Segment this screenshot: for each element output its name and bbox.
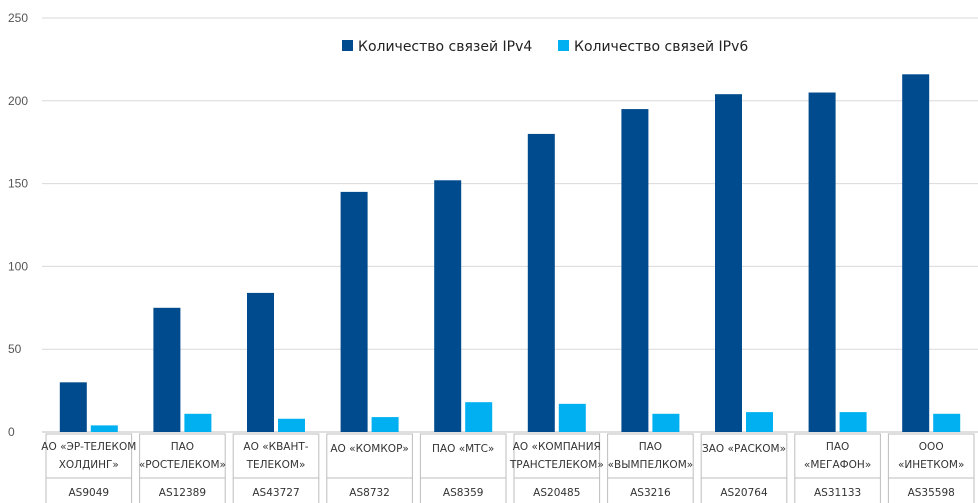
- category-label: ТЕЛЕКОМ»: [246, 459, 306, 471]
- bar-ipv4: [808, 92, 836, 433]
- category-label: «ВЫМПЕЛКОМ»: [608, 459, 694, 471]
- category-label: АО «КВАНТ-: [243, 441, 308, 453]
- category-label-box: [419, 433, 507, 479]
- bar-ipv6: [933, 413, 961, 432]
- category-label-box: [232, 433, 320, 479]
- category-label-box: [794, 433, 881, 479]
- x-axis: АО «ЭР-ТЕЛЕКОМ ХОЛДИНГ» AS9049 ПАО «РОСТЕЛЕК…: [41, 433, 975, 503]
- category-as-label: AS43727: [252, 487, 299, 499]
- category-label: «ИНЕТКОМ»: [898, 459, 964, 471]
- y-tick-label: 100: [8, 259, 28, 273]
- category-label: ХОЛДИНГ»: [59, 459, 119, 471]
- category-label: «МЕГАФОН»: [804, 459, 871, 471]
- category-label-box: [887, 433, 975, 479]
- y-tick-label: 0: [8, 425, 15, 439]
- y-tick-label: 150: [8, 177, 28, 191]
- bar-ipv6: [465, 402, 493, 432]
- y-tick-label: 50: [8, 342, 22, 356]
- legend-label: Количество связей IPv4: [358, 39, 532, 55]
- category-as-label: AS3216: [630, 487, 671, 499]
- bar-ipv6: [278, 418, 305, 432]
- legend-swatch: [558, 40, 569, 51]
- category-label-box: [326, 433, 413, 479]
- bars: [59, 74, 961, 433]
- bar-ipv6: [184, 413, 212, 432]
- bar-ipv4: [621, 109, 649, 432]
- category-label: «РОСТЕЛЕКОМ»: [139, 459, 226, 471]
- category-as-label: AS20485: [533, 487, 580, 499]
- category-label: ПАО: [639, 441, 662, 453]
- category-label: АО «КОМКОР»: [330, 443, 408, 455]
- bar-ipv6: [90, 425, 118, 432]
- bar-ipv4: [59, 382, 87, 432]
- bar-ipv6: [558, 403, 586, 432]
- y-tick-label: 200: [8, 94, 28, 108]
- category-as-label: AS35598: [908, 487, 955, 499]
- category-label: ТРАНСТЕЛЕКОМ»: [509, 459, 604, 471]
- category-label: ПАО «МТС»: [432, 443, 494, 455]
- category-label: ПАО: [826, 441, 849, 453]
- category-as-label: AS8359: [443, 487, 484, 499]
- category-label: АО «ЭР-ТЕЛЕКОМ: [41, 441, 136, 453]
- legend-swatch: [342, 40, 353, 51]
- y-tick-label: 250: [8, 11, 28, 25]
- bar-ipv4: [153, 307, 181, 432]
- bar-ipv4: [715, 94, 742, 433]
- category-label-box: [513, 433, 601, 479]
- bar-ipv4: [340, 191, 368, 432]
- category-label-box: [139, 433, 226, 479]
- category-as-label: AS20764: [720, 487, 768, 499]
- category-as-label: AS31133: [814, 487, 861, 499]
- y-axis: 0 50 100 150 200 250: [8, 11, 28, 439]
- category-label: ООО: [919, 441, 944, 453]
- bar-ipv4: [527, 133, 555, 433]
- category-label: ПАО: [171, 441, 194, 453]
- bar-ipv4: [902, 74, 930, 432]
- bar-ipv6: [371, 417, 399, 432]
- bar-ipv6: [839, 412, 867, 432]
- category-as-label: AS9049: [69, 487, 110, 499]
- category-label-box: [700, 433, 788, 479]
- bar-ipv6: [652, 413, 680, 432]
- category-label-box: [607, 433, 694, 479]
- category-label: ЗАО «РАСКОМ»: [702, 443, 786, 455]
- legend: Количество связей IPv4 Количество связей …: [342, 39, 748, 55]
- category-as-label: AS12389: [159, 487, 206, 499]
- grid-lines: [42, 17, 978, 433]
- category-label-box: [45, 433, 133, 479]
- bar-ipv4: [434, 180, 462, 432]
- category-as-label: AS8732: [349, 487, 390, 499]
- legend-label: Количество связей IPv6: [574, 39, 748, 55]
- bar-ipv4: [247, 292, 274, 432]
- bar-ipv6: [746, 412, 773, 432]
- category-label: АО «КОМПАНИЯ: [513, 441, 601, 453]
